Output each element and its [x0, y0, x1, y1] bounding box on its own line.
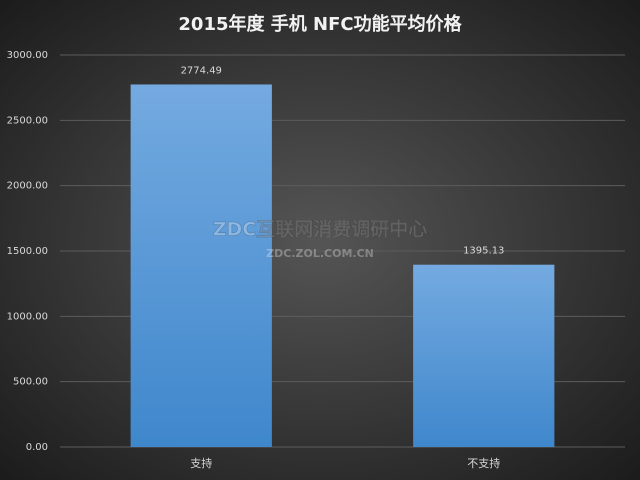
- watermark: ZDC互联网消费调研中心: [213, 218, 428, 241]
- bar: [130, 84, 272, 447]
- y-tick-label: 1500.00: [7, 246, 48, 257]
- data-label: 2774.49: [181, 65, 222, 76]
- x-tick-label: 支持: [190, 456, 212, 470]
- y-tick-label: 2000.00: [7, 181, 48, 192]
- bar: [413, 264, 555, 447]
- watermark-url: ZDC.ZOL.COM.CN: [266, 247, 374, 260]
- data-label: 1395.13: [463, 246, 504, 257]
- y-tick-label: 0.00: [26, 442, 48, 453]
- chart-title: 2015年度 手机 NFC功能平均价格: [178, 13, 462, 35]
- y-tick-label: 1000.00: [7, 311, 48, 322]
- y-tick-label: 2500.00: [7, 115, 48, 126]
- y-tick-label: 500.00: [13, 377, 48, 388]
- x-tick-label: 不支持: [467, 456, 500, 470]
- y-tick-label: 3000.00: [7, 50, 48, 61]
